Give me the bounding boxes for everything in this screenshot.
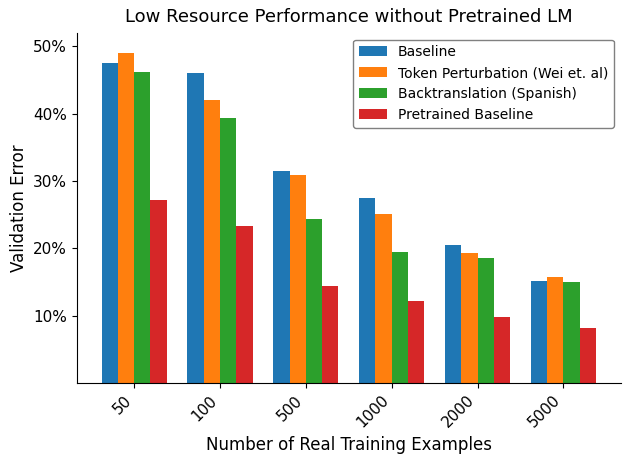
Bar (322, 286, 339, 383)
Bar (102, 63, 118, 383)
Bar (563, 282, 580, 383)
Bar (477, 258, 494, 383)
Bar (118, 53, 134, 383)
Title: Low Resource Performance without Pretrained LM: Low Resource Performance without Pretrai… (125, 7, 573, 26)
Bar (188, 73, 204, 383)
Bar (204, 100, 220, 383)
Bar (376, 214, 392, 383)
Bar (220, 118, 236, 383)
Bar (408, 301, 424, 383)
Bar (494, 317, 510, 383)
Y-axis label: Validation Error: Validation Error (10, 144, 28, 272)
Bar (461, 253, 477, 383)
Bar (547, 276, 563, 383)
X-axis label: Number of Real Training Examples: Number of Real Training Examples (206, 436, 492, 454)
Bar (359, 198, 376, 383)
Bar (531, 281, 547, 383)
Bar (445, 245, 461, 383)
Bar (273, 171, 289, 383)
Bar (236, 226, 253, 383)
Bar (580, 328, 596, 383)
Bar (150, 200, 167, 383)
Legend: Baseline, Token Perturbation (Wei et. al), Backtranslation (Spanish), Pretrained: Baseline, Token Perturbation (Wei et. al… (353, 40, 614, 127)
Bar (392, 252, 408, 383)
Bar (306, 219, 322, 383)
Bar (289, 176, 306, 383)
Bar (134, 72, 150, 383)
